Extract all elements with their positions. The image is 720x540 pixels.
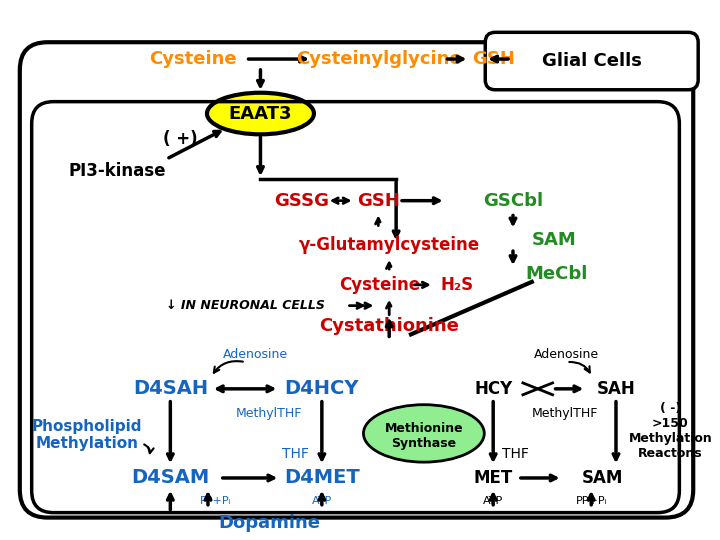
Text: D4SAM: D4SAM: [131, 469, 210, 488]
Text: MeCbl: MeCbl: [526, 265, 588, 283]
Text: ( -): ( -): [660, 402, 681, 415]
Text: ATP: ATP: [483, 496, 503, 506]
Text: Reactons: Reactons: [638, 447, 703, 460]
Text: GSSG: GSSG: [274, 192, 330, 210]
Text: γ-Glutamylcysteine: γ-Glutamylcysteine: [299, 236, 480, 254]
Text: Synthase: Synthase: [391, 437, 456, 450]
Text: ( +): ( +): [163, 130, 197, 148]
Text: GSH: GSH: [357, 192, 400, 210]
Text: H₂S: H₂S: [441, 276, 474, 294]
Text: MethylTHF: MethylTHF: [236, 407, 302, 420]
Text: D4MET: D4MET: [284, 469, 360, 488]
Text: PP+Pᵢ: PP+Pᵢ: [200, 496, 232, 506]
Text: Glial Cells: Glial Cells: [542, 52, 642, 70]
Text: Methionine: Methionine: [384, 422, 463, 435]
Text: HCY: HCY: [474, 380, 513, 398]
Text: Cystathionine: Cystathionine: [319, 318, 459, 335]
Ellipse shape: [364, 404, 485, 462]
Text: PP+Pᵢ: PP+Pᵢ: [575, 496, 607, 506]
FancyBboxPatch shape: [485, 32, 698, 90]
Text: Methylation: Methylation: [629, 432, 712, 445]
Text: ↓ IN NEURONAL CELLS: ↓ IN NEURONAL CELLS: [166, 299, 325, 312]
Text: Cysteine: Cysteine: [338, 276, 420, 294]
Text: THF: THF: [502, 447, 528, 461]
Text: D4HCY: D4HCY: [284, 379, 359, 399]
Text: MET: MET: [474, 469, 513, 487]
Text: GSCbl: GSCbl: [483, 192, 543, 210]
Text: Adenosine: Adenosine: [223, 348, 288, 361]
Text: Adenosine: Adenosine: [534, 348, 599, 361]
Ellipse shape: [207, 93, 314, 134]
Text: Cysteine: Cysteine: [149, 50, 237, 68]
Text: Phospholipid: Phospholipid: [32, 419, 143, 434]
Text: SAM: SAM: [532, 231, 577, 249]
Text: MethylTHF: MethylTHF: [531, 407, 598, 420]
Text: EAAT3: EAAT3: [229, 105, 292, 123]
Text: SAH: SAH: [597, 380, 635, 398]
Text: PI3-kinase: PI3-kinase: [68, 162, 166, 180]
Text: >150: >150: [652, 417, 689, 430]
Text: ATP: ATP: [312, 496, 332, 506]
Text: D4SAH: D4SAH: [132, 379, 208, 399]
Text: Cysteinylglycine: Cysteinylglycine: [297, 50, 462, 68]
Text: Dopamine: Dopamine: [218, 514, 320, 531]
Text: Methylation: Methylation: [36, 436, 139, 451]
Text: GSH: GSH: [472, 50, 515, 68]
Text: SAM: SAM: [582, 469, 623, 487]
Text: THF: THF: [282, 447, 309, 461]
